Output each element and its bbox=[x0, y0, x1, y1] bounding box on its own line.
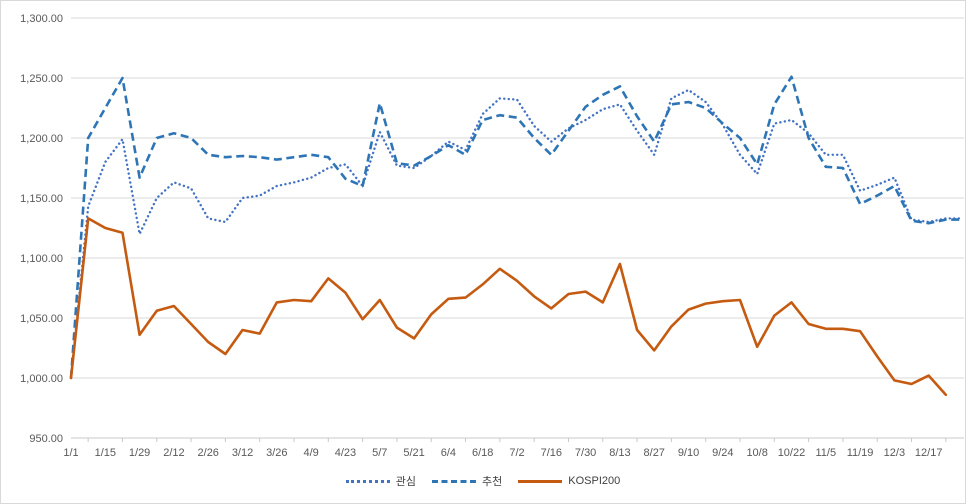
series-line-0 bbox=[69, 88, 965, 380]
x-tick-label: 4/9 bbox=[304, 447, 319, 459]
x-tick-label: 9/10 bbox=[678, 447, 699, 459]
y-axis-labels: 950.00 1,000.00 1,050.00 1,100.00 1,150.00 1,… bbox=[20, 13, 63, 445]
x-tick-label: 10/22 bbox=[778, 447, 806, 459]
legend-label: 관심 bbox=[395, 476, 416, 488]
y-tick-label: 1,250.00 bbox=[20, 73, 63, 85]
series-line-2 bbox=[69, 217, 948, 397]
dashed-line-icon bbox=[432, 479, 476, 483]
x-tick-label: 2/12 bbox=[163, 447, 184, 459]
y-tick-label: 1,200.00 bbox=[20, 133, 63, 145]
x-axis-labels: 1/1 1/15 1/29 2/12 2/26 3/12 3/26 4/9 4/23 5/7 5/2… bbox=[63, 447, 942, 459]
solid-line-icon bbox=[518, 479, 563, 483]
legend-label: 추천 bbox=[482, 476, 503, 488]
x-tick-label: 11/19 bbox=[847, 447, 874, 459]
legend-item-kospi200: KOSPI200 bbox=[518, 475, 620, 487]
x-tick-label: 2/26 bbox=[198, 447, 219, 459]
x-tick-label: 7/16 bbox=[541, 447, 562, 459]
x-tick-label: 6/18 bbox=[472, 447, 493, 459]
x-tick-label: 1/1 bbox=[63, 447, 78, 459]
x-tick-label: 4/23 bbox=[335, 447, 356, 459]
y-tick-label: 950.00 bbox=[29, 433, 63, 445]
y-tick-label: 1,100.00 bbox=[20, 253, 63, 265]
x-tick-label: 6/4 bbox=[441, 447, 456, 459]
x-tick-label: 12/3 bbox=[884, 447, 905, 459]
legend: 관심 추천 KOSPI200 bbox=[1, 473, 965, 489]
x-tick-label: 1/15 bbox=[95, 447, 116, 459]
x-tick-label: 7/30 bbox=[575, 447, 596, 459]
x-tick-label: 7/2 bbox=[509, 447, 524, 459]
x-tick-label: 3/12 bbox=[232, 447, 253, 459]
x-tick-label: 5/7 bbox=[372, 447, 387, 459]
legend-item-gwansim: 관심 bbox=[345, 473, 416, 489]
x-tick-label: 9/24 bbox=[712, 447, 733, 459]
legend-item-chucheon: 추천 bbox=[432, 473, 502, 489]
x-axis bbox=[71, 437, 964, 442]
x-tick-label: 8/13 bbox=[609, 447, 630, 459]
y-tick-label: 1,150.00 bbox=[20, 193, 63, 205]
x-tick-label: 3/26 bbox=[266, 447, 287, 459]
gridlines bbox=[71, 17, 964, 439]
x-tick-label: 11/5 bbox=[815, 447, 836, 459]
x-tick-label: 10/8 bbox=[746, 447, 767, 459]
series-line-1 bbox=[69, 75, 963, 379]
x-tick-label: 8/27 bbox=[644, 447, 665, 459]
legend-label: KOSPI200 bbox=[568, 475, 621, 487]
dotted-line-icon bbox=[345, 479, 390, 483]
x-tick-label: 12/17 bbox=[915, 447, 943, 459]
y-tick-label: 1,300.00 bbox=[20, 13, 63, 25]
y-tick-label: 1,000.00 bbox=[20, 373, 63, 385]
y-tick-label: 1,050.00 bbox=[20, 313, 63, 325]
x-tick-label: 5/21 bbox=[403, 447, 424, 459]
x-tick-label: 1/29 bbox=[129, 447, 150, 459]
